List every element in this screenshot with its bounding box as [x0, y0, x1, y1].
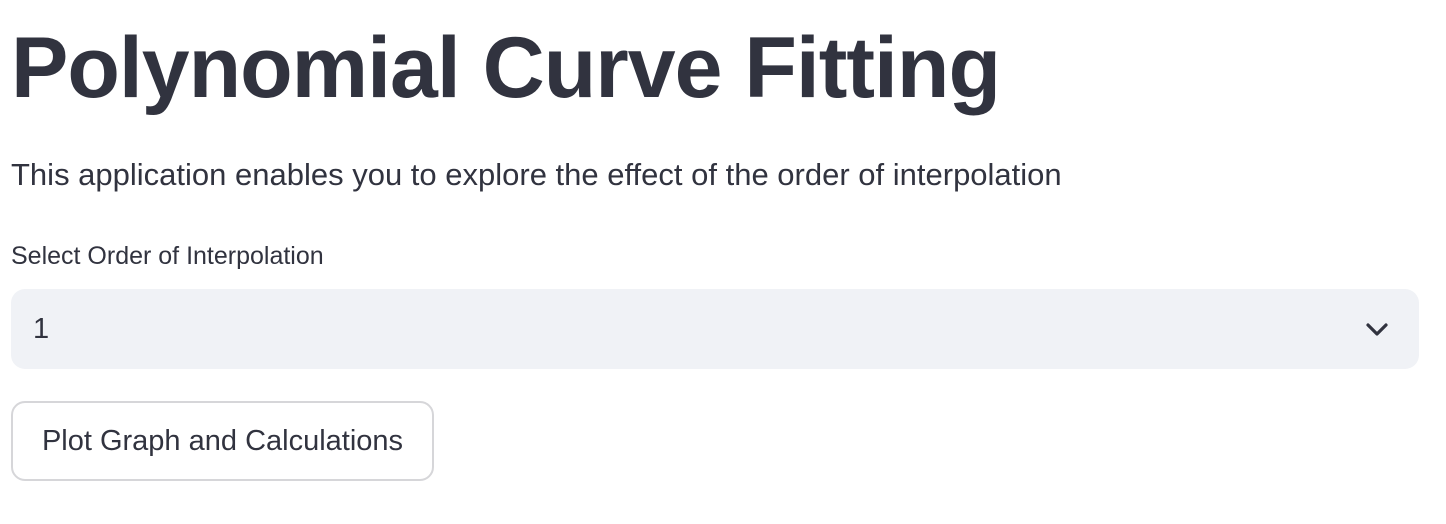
plot-graph-button[interactable]: Plot Graph and Calculations: [11, 401, 434, 481]
app-description: This application enables you to explore …: [11, 157, 1062, 192]
page-title: Polynomial Curve Fitting: [11, 20, 1001, 116]
chevron-down-icon: [1366, 323, 1388, 336]
order-select-label: Select Order of Interpolation: [11, 242, 324, 270]
order-select-dropdown[interactable]: 1: [11, 289, 1419, 369]
order-select-value: 1: [33, 313, 50, 345]
